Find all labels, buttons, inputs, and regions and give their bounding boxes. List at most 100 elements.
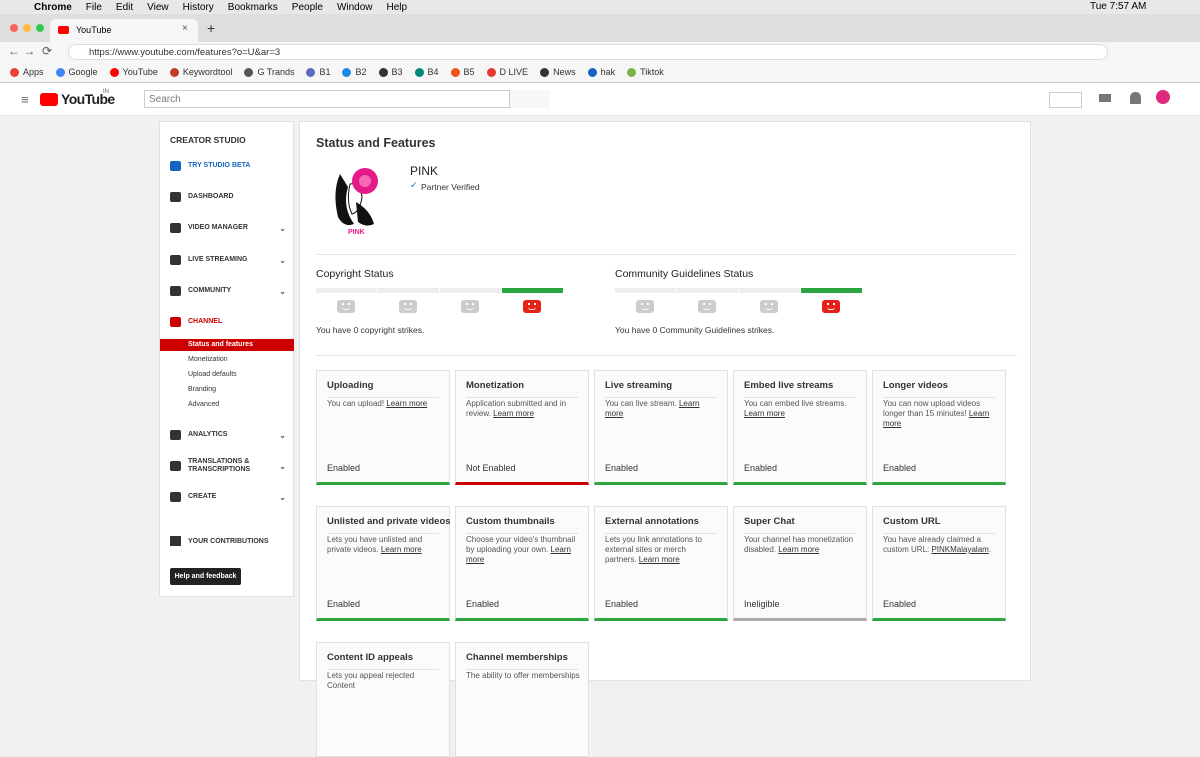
bookmark[interactable]: Tiktok: [627, 67, 664, 77]
card-status: Enabled: [883, 599, 917, 609]
bookmark[interactable]: G Trands: [244, 67, 294, 77]
card-link[interactable]: PINKMalayalam: [931, 545, 989, 554]
logo[interactable]: YouTube: [61, 91, 115, 107]
bookmark[interactable]: B2: [342, 67, 367, 77]
feature-card[interactable]: Custom URL You have already claimed a cus…: [872, 506, 1006, 621]
feature-card[interactable]: Monetization Application submitted and in…: [455, 370, 589, 485]
face-mouth: [528, 307, 536, 310]
bookmark[interactable]: Keywordtool: [169, 67, 232, 77]
bookmark[interactable]: hak: [587, 67, 616, 77]
feature-card[interactable]: Embed live streams You can embed live str…: [733, 370, 867, 485]
face-mouth: [466, 307, 474, 310]
sidebar-item[interactable]: DASHBOARD: [170, 190, 286, 204]
meter-segment: [316, 288, 377, 293]
sidebar-label: VIDEO MANAGER: [188, 224, 248, 231]
card-title: Super Chat: [744, 516, 856, 534]
card-status: Not Enabled: [466, 463, 516, 473]
sidebar-subitem[interactable]: Upload defaults: [188, 371, 237, 378]
card-desc-text: You can now upload videos longer than 15…: [883, 399, 981, 418]
card-status: Enabled: [744, 463, 778, 473]
feature-card[interactable]: Uploading You can upload! Learn more Enabl…: [316, 370, 450, 485]
strike-face: [523, 300, 541, 313]
feature-card[interactable]: Custom thumbnails Choose your video's thu…: [455, 506, 589, 621]
sidebar-item[interactable]: CHANNEL: [170, 315, 286, 329]
sidebar-subitem[interactable]: Advanced: [188, 401, 220, 408]
card-title: Monetization: [466, 380, 578, 398]
bookmark-icon: [450, 67, 460, 77]
card-status: Ineligible: [744, 599, 780, 609]
menu-item[interactable]: Help: [386, 1, 408, 13]
feature-card[interactable]: Super Chat Your channel has monetization …: [733, 506, 867, 621]
sidebar-item[interactable]: ANALYTICS ⌄: [170, 428, 286, 442]
card-desc-text: Lets you appeal rejected Content: [327, 671, 415, 690]
bookmark[interactable]: B1: [306, 67, 330, 77]
card-status: Enabled: [466, 599, 500, 609]
face-eyes: [466, 303, 474, 305]
sidebar-item[interactable]: TRANSLATIONS & TRANSCRIPTIONS ⌄: [170, 458, 286, 473]
strike-face: [461, 300, 479, 313]
sidebar-item[interactable]: VIDEO MANAGER ⌄: [170, 221, 286, 235]
feature-card[interactable]: Content ID appeals Lets you appeal reject…: [316, 642, 450, 757]
sidebar-item[interactable]: COMMUNITY ⌄: [170, 284, 286, 298]
bookmark[interactable]: B5: [450, 67, 475, 77]
meter-segment: [378, 288, 439, 293]
card-desc: Lets you link annotations to external si…: [605, 535, 719, 565]
menu-item[interactable]: File: [85, 1, 102, 13]
sidebar-item[interactable]: CREATE ⌄: [170, 490, 286, 504]
bookmark[interactable]: Google: [55, 67, 98, 77]
card-link[interactable]: Learn more: [638, 555, 680, 564]
card-link[interactable]: Learn more: [380, 545, 422, 554]
bookmark-label: hak: [600, 67, 616, 77]
bookmark[interactable]: B3: [378, 67, 403, 77]
card-link[interactable]: Learn more: [493, 409, 535, 418]
bookmark[interactable]: News: [540, 67, 576, 77]
chevron: ⌄: [279, 286, 286, 296]
card-link[interactable]: Learn more: [778, 545, 820, 554]
sidebar-icon: [170, 536, 181, 546]
sidebar-item[interactable]: TRY STUDIO BETA: [170, 159, 286, 173]
card-link[interactable]: Learn more: [605, 399, 700, 418]
chevron: ⌄: [279, 492, 286, 502]
bookmark-icon: [414, 67, 424, 77]
face-mouth: [641, 307, 649, 310]
menu-item[interactable]: Bookmarks: [227, 1, 278, 13]
menu-item[interactable]: People: [291, 1, 323, 13]
search-box[interactable]: Search: [144, 90, 550, 108]
meter-segment: [502, 288, 563, 293]
feature-card[interactable]: External annotations Lets you link annota…: [594, 506, 728, 621]
bookmark[interactable]: D LIVE: [486, 67, 528, 77]
menu-item[interactable]: History: [182, 1, 214, 13]
help-button[interactable]: Help and feedback: [170, 568, 241, 585]
card-link[interactable]: Learn more: [883, 409, 990, 428]
card-link[interactable]: Learn more: [466, 545, 571, 564]
feature-card[interactable]: Live streaming You can live stream. Learn…: [594, 370, 728, 485]
card-link[interactable]: Learn more: [386, 399, 428, 408]
menu-item[interactable]: View: [147, 1, 169, 13]
bookmark[interactable]: B4: [414, 67, 439, 77]
url-field[interactable]: https://www.youtube.com/features?o=U&ar=…: [68, 44, 1108, 60]
sidebar-item[interactable]: YOUR CONTRIBUTIONS: [170, 534, 286, 548]
menu-item[interactable]: Edit: [115, 1, 134, 13]
card-desc-text: Choose your video's thumbnail by uploadi…: [466, 535, 576, 554]
bookmark[interactable]: YouTube: [109, 67, 158, 77]
bookmark-label: B2: [355, 67, 367, 77]
sidebar-subitem[interactable]: Branding: [188, 386, 217, 393]
bookmark-label: B3: [391, 67, 403, 77]
sidebar-icon: [170, 492, 181, 502]
card-link[interactable]: Learn more: [744, 409, 785, 418]
sidebar-subitem[interactable]: Monetization: [188, 356, 228, 363]
menu-item[interactable]: Chrome: [34, 1, 72, 13]
feature-card[interactable]: Channel memberships The ability to offer …: [455, 642, 589, 757]
sidebar-label: COMMUNITY: [188, 287, 232, 294]
meter-segment: [801, 288, 862, 293]
tab-title: YouTube: [76, 25, 112, 35]
feature-card[interactable]: Longer videos You can now upload videos l…: [872, 370, 1006, 485]
sidebar-item[interactable]: LIVE STREAMING ⌄: [170, 253, 286, 267]
tab[interactable]: YouTube ×: [50, 19, 198, 42]
sidebar-subitem[interactable]: Status and features: [160, 339, 294, 351]
bookmark-icon: [342, 67, 352, 77]
bookmark[interactable]: Apps: [10, 67, 44, 77]
card-status: Enabled: [327, 599, 361, 609]
menu-item[interactable]: Window: [336, 1, 373, 13]
feature-card[interactable]: Unlisted and private videos Lets you have…: [316, 506, 451, 621]
